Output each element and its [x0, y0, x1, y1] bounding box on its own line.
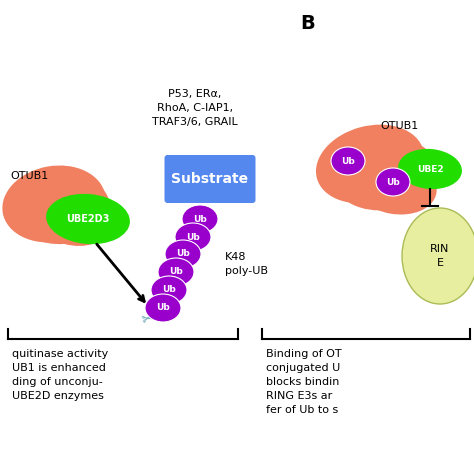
Ellipse shape [376, 168, 410, 196]
Ellipse shape [46, 194, 130, 244]
Ellipse shape [158, 258, 194, 286]
Text: OTUB1: OTUB1 [380, 121, 418, 131]
Text: Ub: Ub [169, 267, 183, 276]
Ellipse shape [175, 223, 211, 251]
Ellipse shape [331, 147, 365, 175]
Text: UBE2: UBE2 [417, 164, 443, 173]
Text: UBE2D3: UBE2D3 [66, 214, 109, 224]
Text: Substrate: Substrate [172, 172, 248, 186]
Text: RIN
E: RIN E [430, 245, 450, 268]
Ellipse shape [14, 174, 110, 244]
Ellipse shape [353, 157, 437, 215]
Ellipse shape [165, 240, 201, 268]
Ellipse shape [316, 125, 424, 203]
Text: Ub: Ub [162, 285, 176, 294]
Text: P53, ERα,
RhoA, C-IAP1,
TRAF3/6, GRAIL: P53, ERα, RhoA, C-IAP1, TRAF3/6, GRAIL [152, 89, 238, 127]
Ellipse shape [182, 205, 218, 233]
Text: K48
poly-UB: K48 poly-UB [225, 252, 268, 275]
Text: Ub: Ub [386, 177, 400, 186]
Text: B: B [300, 14, 315, 33]
Ellipse shape [2, 165, 106, 243]
Ellipse shape [402, 208, 474, 304]
FancyBboxPatch shape [164, 155, 255, 203]
Text: Ub: Ub [186, 233, 200, 241]
Text: Ub: Ub [156, 303, 170, 312]
Text: Ub: Ub [176, 249, 190, 258]
Ellipse shape [333, 137, 437, 210]
Text: OTUB1: OTUB1 [10, 171, 48, 181]
Text: quitinase activity
UB1 is enhanced
ding of unconju-
UBE2D enzymes: quitinase activity UB1 is enhanced ding … [12, 349, 108, 401]
Ellipse shape [33, 188, 111, 246]
Ellipse shape [151, 276, 187, 304]
Ellipse shape [398, 149, 462, 189]
Text: Ub: Ub [193, 215, 207, 224]
Ellipse shape [145, 294, 181, 322]
Text: Binding of OT
conjugated U
blocks bindin
RING E3s ar
fer of Ub to s: Binding of OT conjugated U blocks bindin… [266, 349, 342, 415]
Text: ✂: ✂ [140, 310, 156, 328]
Text: Ub: Ub [341, 156, 355, 165]
